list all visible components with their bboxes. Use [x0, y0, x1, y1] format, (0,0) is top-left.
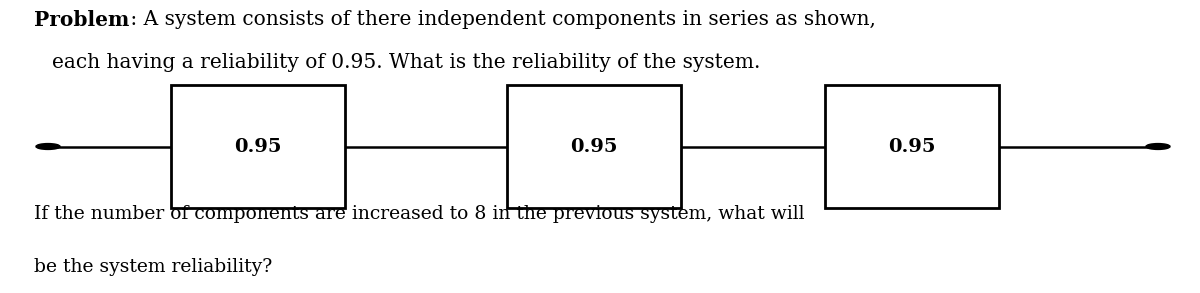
Text: : A system consists of there independent components in series as shown,: : A system consists of there independent… [124, 10, 876, 29]
Text: 0.95: 0.95 [570, 137, 618, 156]
Bar [172, 85, 346, 208]
Circle shape [36, 144, 60, 149]
Text: Problem: Problem [34, 10, 128, 30]
Bar [508, 85, 682, 208]
Text: each having a reliability of 0.95. What is the reliability of the system.: each having a reliability of 0.95. What … [52, 53, 760, 72]
Bar [826, 85, 998, 208]
Text: If the number of components are increased to 8 in the previous system, what will: If the number of components are increase… [34, 205, 804, 223]
Text: 0.95: 0.95 [888, 137, 936, 156]
Circle shape [1146, 144, 1170, 149]
Text: be the system reliability?: be the system reliability? [34, 258, 272, 276]
Text: 0.95: 0.95 [234, 137, 282, 156]
